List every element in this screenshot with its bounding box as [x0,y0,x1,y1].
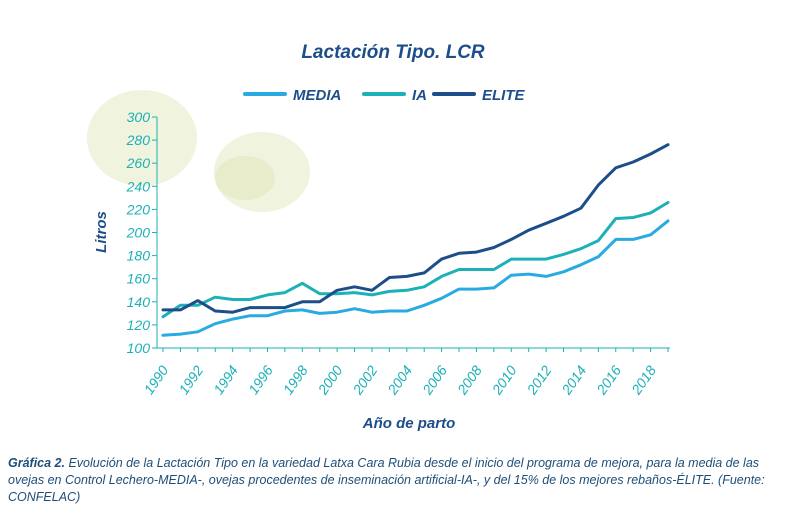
y-tick-label: 200 [126,225,151,241]
y-tick-label: 180 [127,248,151,264]
background-blob-decoration [87,90,310,212]
series-line-media [161,219,670,337]
y-tick-label: 260 [126,155,151,171]
x-tick-label: 2010 [488,362,520,398]
x-tick-label: 2012 [523,362,555,398]
caption-text: Evolución de la Lactación Tipo en la var… [8,456,765,504]
series-line-ia [161,201,670,319]
y-tick-label: 120 [127,317,151,333]
x-tick-label: 1992 [175,362,206,397]
caption-label: Gráfica 2. [8,456,65,470]
plot-area [161,143,670,337]
x-tick-label: 2000 [314,362,346,398]
y-axis-label: Litros [93,211,110,253]
y-tick-label: 300 [127,109,151,125]
x-tick-label: 1994 [210,362,241,397]
y-tick-label: 140 [127,294,151,310]
x-tick-label: 1996 [245,362,276,397]
line-chart: Lactación Tipo. LCR MEDIA IA ELITE 1001201… [87,42,670,432]
y-tick-label: 280 [126,132,151,148]
series-line-elite [161,143,670,314]
y-tick-label: 220 [126,201,151,217]
figure-caption: Gráfica 2. Evolución de la Lactación Tip… [8,455,794,506]
x-axis: 1990 1992 1994 1996 1998 2000 2002 2004 2006 2008… [140,347,670,398]
legend-label-elite: ELITE [482,87,525,104]
x-tick-label: 1990 [140,362,171,397]
x-tick-label: 1998 [280,362,311,397]
x-tick-label: 2008 [453,362,485,398]
legend-label-ia: IA [412,87,427,104]
y-tick-label: 160 [127,271,151,287]
y-tick-label: 240 [126,178,151,194]
x-tick-label: 2016 [593,362,625,398]
y-tick-label: 100 [127,340,151,356]
y-axis: 100 120 140 160 180 200 220 240 260 280 300 [126,109,158,356]
chart-title: Lactación Tipo. LCR [301,42,485,63]
legend: MEDIA IA ELITE [243,87,525,104]
x-tick-label: 2018 [627,362,659,398]
legend-label-media: MEDIA [293,87,341,104]
x-tick-label: 2004 [384,362,416,398]
x-tick-label: 2014 [558,362,590,398]
x-axis-label: Año de parto [362,415,456,432]
x-tick-label: 2006 [419,362,451,398]
x-tick-label: 2002 [349,362,381,398]
